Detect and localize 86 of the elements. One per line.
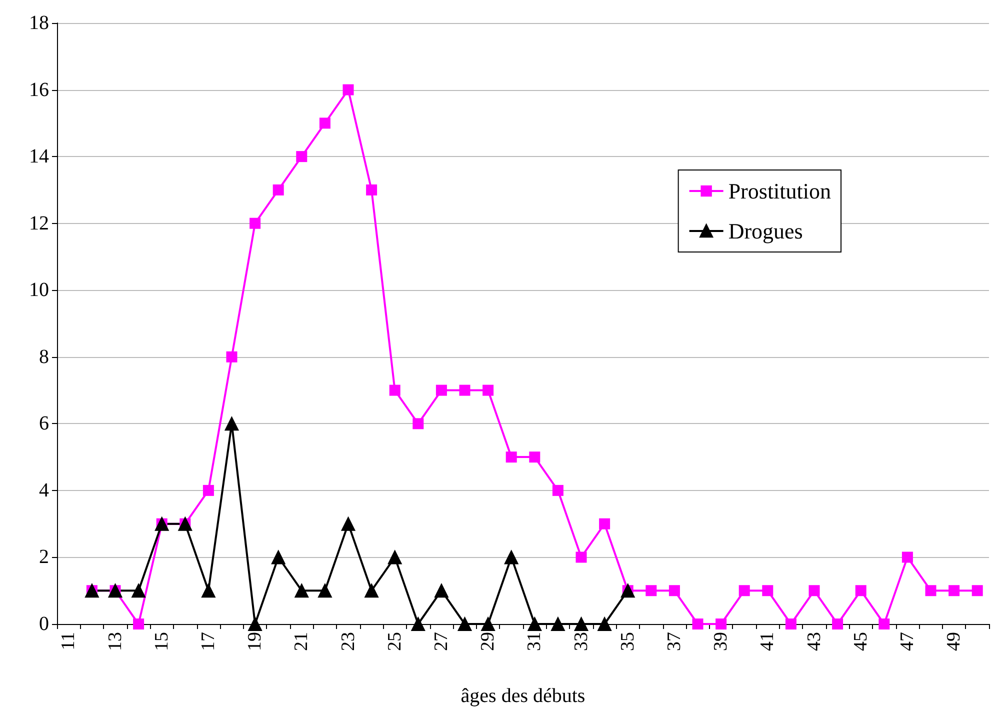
point <box>598 617 612 631</box>
y-tick-label: 6 <box>39 412 49 435</box>
point <box>528 617 542 631</box>
point <box>552 484 564 496</box>
y-tick-label: 0 <box>39 613 49 635</box>
point <box>458 617 472 631</box>
point <box>366 184 378 196</box>
x-tick-label: 21 <box>291 632 312 651</box>
point <box>364 584 379 598</box>
point <box>250 218 261 229</box>
x-tick-label: 15 <box>151 632 172 651</box>
x-tick-label: 47 <box>896 632 918 651</box>
point <box>272 184 284 196</box>
point <box>133 618 144 630</box>
point <box>646 585 657 596</box>
point <box>878 618 890 630</box>
point <box>296 151 308 162</box>
x-tick-label: 35 <box>617 632 638 651</box>
point <box>738 585 750 596</box>
x-tick-label: 33 <box>570 632 592 651</box>
y-tick-label: 8 <box>39 346 49 368</box>
x-tick-label: 17 <box>198 632 219 651</box>
y-tick-label: 12 <box>29 212 49 234</box>
y-tick-label: 16 <box>29 78 49 101</box>
point <box>832 618 844 630</box>
point <box>226 351 238 362</box>
point <box>482 384 494 396</box>
point <box>506 452 517 463</box>
point <box>341 516 356 531</box>
point <box>550 617 565 631</box>
x-tick-label: 23 <box>338 632 359 651</box>
point <box>132 584 146 598</box>
x-tick-label: 29 <box>478 632 499 651</box>
y-tick-label: 4 <box>39 479 49 502</box>
point <box>202 484 214 496</box>
point <box>576 552 587 563</box>
point <box>808 585 820 596</box>
point <box>342 84 354 96</box>
x-tick-label: 43 <box>804 632 825 651</box>
point <box>434 584 448 598</box>
point <box>599 518 610 530</box>
point <box>436 384 447 396</box>
y-tick-label: 2 <box>39 546 49 568</box>
x-tick-label: 31 <box>524 632 546 651</box>
point <box>855 585 866 596</box>
point <box>318 584 332 598</box>
point <box>412 418 424 430</box>
point <box>948 585 960 596</box>
point <box>294 584 309 598</box>
point <box>388 550 402 564</box>
x-tick-label: 19 <box>244 632 266 651</box>
point <box>692 618 704 630</box>
point <box>529 452 540 463</box>
y-tick-label: 18 <box>29 12 49 34</box>
point <box>668 585 680 596</box>
point <box>716 618 727 630</box>
x-tick-label: 45 <box>850 632 872 651</box>
x-tick-label: 39 <box>710 632 732 651</box>
x-axis-title: âges des débuts <box>460 685 586 707</box>
point <box>925 585 936 596</box>
point <box>902 552 913 563</box>
y-tick-label: 14 <box>29 146 49 168</box>
x-tick-label: 37 <box>664 632 685 651</box>
x-tick-label: 49 <box>944 632 965 651</box>
x-tick-label: 41 <box>757 632 778 651</box>
x-tick-label: 11 <box>58 632 80 650</box>
point <box>201 584 216 598</box>
point <box>972 585 983 596</box>
point <box>785 618 796 630</box>
point <box>481 617 496 631</box>
point <box>504 550 518 564</box>
point <box>574 617 588 631</box>
point <box>271 550 286 564</box>
point <box>459 384 470 396</box>
y-tick-label: 10 <box>29 279 49 302</box>
x-tick-label: 13 <box>104 632 126 651</box>
point <box>389 384 400 396</box>
legend-label: Prostitution <box>728 178 832 204</box>
legend-label: Drogues <box>728 218 803 244</box>
x-tick-label: 25 <box>384 632 406 651</box>
point <box>762 585 774 596</box>
point <box>248 617 262 631</box>
point <box>319 118 330 129</box>
x-tick-label: 27 <box>430 632 452 651</box>
point <box>411 617 426 631</box>
point <box>224 416 239 431</box>
